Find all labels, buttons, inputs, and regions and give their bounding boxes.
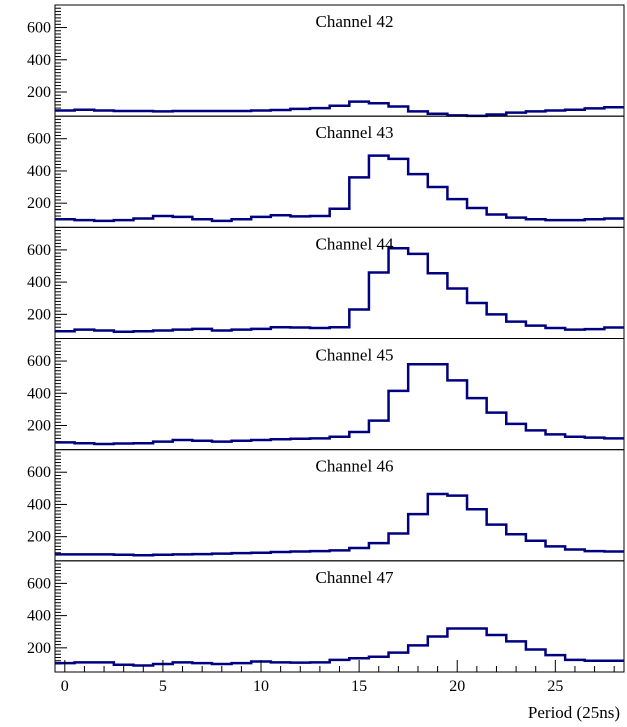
panel-5: 200 400 600 Channel 46: [27, 449, 625, 562]
panel-title: Channel 45: [316, 346, 394, 365]
panel-3: 200 400 600 Channel 44: [27, 226, 625, 339]
y-tick-label: 600: [27, 242, 51, 259]
y-tick-label: 400: [27, 608, 51, 625]
y-tick-label: 200: [27, 195, 51, 212]
y-tick-label: 400: [27, 274, 51, 291]
y-tick-label: 200: [27, 529, 51, 546]
x-tick-label: 5: [159, 678, 167, 695]
histogram-line: [55, 247, 624, 333]
y-tick-label: 200: [27, 84, 51, 101]
x-tick-label: 20: [449, 678, 465, 695]
y-tick-label: 600: [27, 575, 51, 592]
y-tick-label: 400: [27, 496, 51, 513]
histogram-line: [55, 627, 624, 667]
y-tick-label: 200: [27, 306, 51, 323]
panel-6: 200 400 600 Channel 47: [27, 560, 625, 673]
panel-title: Channel 42: [316, 12, 394, 31]
y-tick-label: 400: [27, 52, 51, 69]
y-tick-label: 600: [27, 464, 51, 481]
panel-1: 200 400 600 Channel 42: [27, 4, 625, 118]
y-tick-label: 400: [27, 385, 51, 402]
y-tick-label: 200: [27, 418, 51, 435]
panel-title: Channel 43: [316, 123, 394, 142]
y-tick-label: 200: [27, 640, 51, 657]
panel-title: Channel 47: [316, 568, 394, 587]
panel-title: Channel 46: [316, 457, 394, 476]
x-tick-label: 25: [547, 678, 563, 695]
y-tick-label: 600: [27, 353, 51, 370]
y-tick-label: 600: [27, 131, 51, 148]
histogram-line: [55, 492, 624, 557]
panel-title: Channel 44: [316, 234, 394, 253]
histogram-line: [55, 363, 624, 446]
panel-4: 200 400 600 Channel 45: [27, 338, 625, 451]
y-tick-label: 400: [27, 163, 51, 180]
histogram-line: [55, 100, 624, 118]
x-tick-label: 15: [351, 678, 367, 695]
y-tick-label: 600: [27, 20, 51, 37]
x-axis: 0 5 10 15 20 25: [61, 660, 615, 695]
histogram-line: [55, 154, 624, 223]
x-tick-label: 0: [61, 678, 69, 695]
x-tick-label: 10: [253, 678, 269, 695]
panel-2: 200 400 600 Channel 43: [27, 115, 625, 228]
x-axis-title: Period (25ns): [528, 703, 620, 722]
